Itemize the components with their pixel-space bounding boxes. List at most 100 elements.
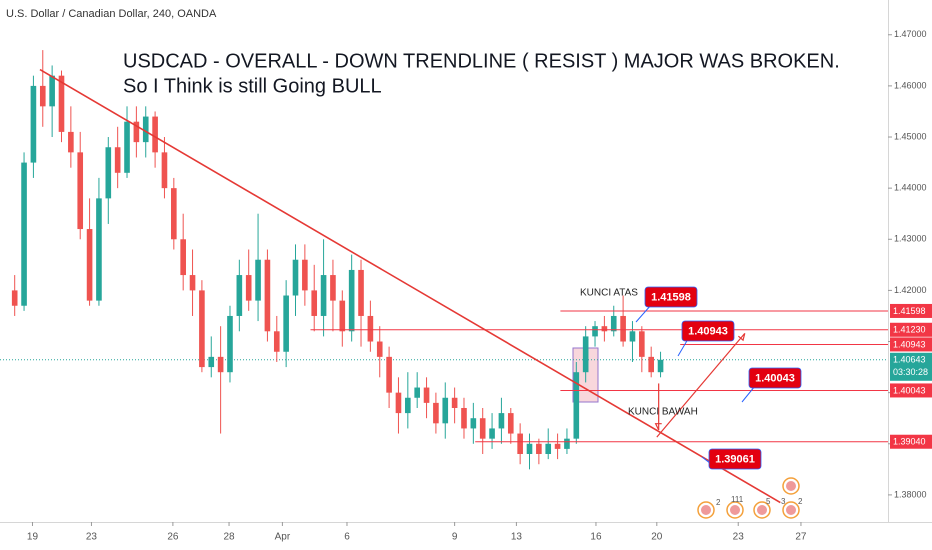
candle-body — [96, 198, 102, 301]
price-label: 1.40943 — [893, 339, 926, 349]
event-count: 3 — [781, 497, 786, 506]
callout-box — [708, 448, 762, 470]
x-tick-label: Apr — [275, 532, 291, 543]
candle-body — [517, 433, 523, 455]
x-tick-label: 26 — [167, 532, 179, 543]
candle-body — [489, 428, 495, 439]
x-tick-label: 9 — [452, 532, 458, 543]
event-flag — [730, 505, 740, 515]
x-tick-label: 13 — [511, 532, 523, 543]
y-tick-label: 1.47000 — [894, 29, 927, 39]
callout-box — [748, 367, 802, 389]
candle-body — [339, 300, 346, 332]
candle-body — [442, 397, 449, 424]
candle-body — [461, 407, 467, 429]
y-tick-label: 1.38000 — [894, 489, 927, 499]
callout-text: 1.40943 — [688, 325, 728, 337]
candle-body — [236, 275, 243, 316]
price-label: 1.39040 — [893, 437, 926, 447]
candle-body — [610, 315, 617, 332]
y-tick-label: 1.42000 — [894, 285, 927, 295]
callout-connector — [741, 385, 756, 403]
callout-text: 1.40043 — [755, 372, 795, 384]
candle-body — [405, 397, 411, 414]
candle-body — [77, 152, 84, 230]
candle-body — [536, 443, 542, 455]
candle-body — [526, 443, 533, 455]
candle-body — [320, 275, 327, 316]
candle-body — [114, 147, 121, 173]
candle-body — [498, 413, 505, 429]
price-label-bg — [890, 434, 932, 449]
candle-body — [423, 387, 430, 403]
callout-box — [644, 286, 698, 308]
candle-body — [86, 229, 93, 301]
candle-body — [161, 152, 168, 189]
x-tick-label: 28 — [223, 532, 235, 543]
candle-body — [255, 259, 261, 301]
event-count: 111 — [731, 495, 744, 504]
event-flag — [757, 505, 767, 515]
candle-body — [105, 147, 112, 199]
event-flag — [786, 481, 796, 491]
candle-body — [311, 290, 318, 316]
y-tick-label: 1.44000 — [894, 183, 927, 193]
price-label-bg — [890, 303, 932, 318]
candle-body — [245, 275, 252, 301]
candle-body — [348, 269, 355, 332]
candle-body — [629, 331, 636, 342]
candle-body — [479, 418, 486, 439]
candle-body — [11, 290, 18, 306]
candle-body — [133, 121, 140, 143]
callout-text: 1.39061 — [715, 453, 755, 465]
chart-title: USDCAD - OVERALL - DOWN TRENDLINE ( RESI… — [123, 50, 840, 72]
arrow-head — [738, 333, 746, 342]
candle-body — [39, 85, 46, 107]
candle-body — [180, 239, 186, 276]
candle-body — [639, 331, 645, 357]
candle-body — [386, 356, 392, 393]
candle-body — [582, 336, 589, 373]
callout-text: 1.41598 — [651, 291, 691, 303]
callout-connector — [635, 304, 652, 323]
candle-body — [124, 121, 130, 173]
candle-body — [302, 259, 308, 291]
y-tick-label: 1.46000 — [894, 80, 927, 90]
callout-connector — [677, 338, 689, 357]
candle-body — [189, 275, 196, 291]
candle-body — [592, 326, 598, 337]
callout-box — [681, 320, 735, 342]
candle-body — [507, 413, 514, 434]
candle-body — [227, 315, 233, 373]
candle-body — [49, 75, 55, 107]
candle-body — [433, 402, 439, 424]
y-tick-label: 1.45000 — [894, 131, 927, 141]
arrow-head — [654, 423, 662, 431]
candle-body — [30, 85, 37, 163]
trendline — [39, 68, 781, 504]
candle-body — [152, 116, 158, 153]
candle-body — [395, 392, 402, 414]
candle-body — [601, 326, 608, 332]
arrow — [656, 332, 746, 438]
x-tick-label: 19 — [27, 532, 39, 543]
candle-body — [367, 315, 374, 342]
event-flag — [701, 505, 711, 515]
y-tick-label: 1.43000 — [894, 234, 927, 244]
candle-body — [414, 387, 420, 398]
candle-body — [657, 359, 664, 373]
candle-body — [564, 438, 570, 449]
price-label-bg — [890, 337, 932, 352]
x-tick-label: 27 — [795, 532, 807, 543]
event-count: 5 — [766, 497, 771, 506]
note: KUNCI ATAS — [580, 288, 638, 299]
candle-body — [292, 259, 299, 296]
price-label: 1.40043 — [893, 385, 926, 395]
candle-body — [330, 275, 336, 301]
x-tick-label: 16 — [590, 532, 602, 543]
candle-body — [620, 315, 626, 342]
candle-body — [21, 162, 27, 306]
event-count: 2 — [798, 497, 803, 506]
